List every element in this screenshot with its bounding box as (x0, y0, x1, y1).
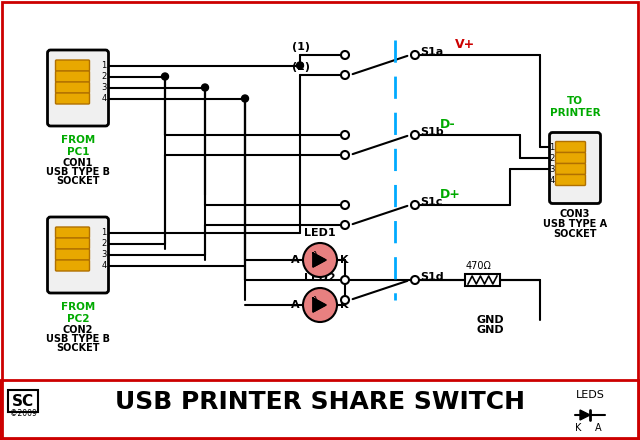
Text: 470Ω: 470Ω (466, 261, 492, 271)
Text: A: A (291, 255, 300, 265)
Text: CON2: CON2 (63, 325, 93, 335)
FancyBboxPatch shape (56, 238, 90, 249)
Text: CON1: CON1 (63, 158, 93, 168)
Text: LEDS: LEDS (575, 390, 604, 400)
Text: K: K (340, 300, 349, 310)
Circle shape (341, 296, 349, 304)
Text: λ: λ (313, 296, 319, 306)
Text: LED1: LED1 (304, 228, 336, 238)
Circle shape (341, 276, 349, 284)
Text: USB TYPE A: USB TYPE A (543, 219, 607, 228)
Text: K: K (340, 255, 349, 265)
Text: λ: λ (313, 251, 319, 261)
Text: SOCKET: SOCKET (56, 343, 100, 353)
Circle shape (241, 95, 248, 102)
FancyBboxPatch shape (47, 217, 109, 293)
Text: 1: 1 (102, 61, 107, 70)
Text: S1a: S1a (420, 47, 444, 57)
Text: 4: 4 (102, 94, 107, 103)
FancyBboxPatch shape (56, 93, 90, 104)
Text: 3: 3 (102, 83, 107, 92)
Circle shape (411, 131, 419, 139)
Text: GND: GND (476, 325, 504, 335)
Text: TO
PRINTER: TO PRINTER (550, 96, 600, 117)
Circle shape (341, 51, 349, 59)
Text: S1b: S1b (420, 127, 444, 137)
FancyBboxPatch shape (56, 249, 90, 260)
Text: S1c: S1c (420, 197, 442, 207)
Text: GND: GND (476, 315, 504, 325)
Text: 4: 4 (102, 261, 107, 270)
Circle shape (161, 73, 168, 80)
Circle shape (303, 288, 337, 322)
Circle shape (341, 131, 349, 139)
Text: S1d: S1d (420, 272, 444, 282)
Polygon shape (313, 298, 326, 312)
FancyBboxPatch shape (56, 82, 90, 93)
Text: 4: 4 (549, 176, 554, 184)
Circle shape (341, 221, 349, 229)
Bar (0, 380, 640, 440)
FancyBboxPatch shape (56, 60, 90, 71)
Circle shape (411, 276, 419, 284)
Text: USB TYPE B: USB TYPE B (46, 334, 110, 344)
Text: 2: 2 (102, 239, 107, 248)
FancyBboxPatch shape (556, 164, 586, 175)
Text: 2: 2 (102, 72, 107, 81)
FancyBboxPatch shape (56, 260, 90, 271)
Text: (1): (1) (292, 42, 310, 52)
Text: 3: 3 (102, 250, 107, 259)
Text: 3: 3 (549, 165, 554, 173)
FancyBboxPatch shape (556, 175, 586, 186)
FancyBboxPatch shape (56, 71, 90, 82)
Text: A: A (291, 300, 300, 310)
Circle shape (296, 62, 303, 69)
Text: 1: 1 (549, 143, 554, 151)
FancyBboxPatch shape (550, 132, 600, 203)
Text: 2: 2 (549, 154, 554, 162)
Circle shape (411, 201, 419, 209)
FancyBboxPatch shape (56, 227, 90, 238)
Circle shape (202, 84, 209, 91)
Text: SOCKET: SOCKET (553, 228, 596, 238)
Text: ©2009: ©2009 (10, 408, 36, 418)
Circle shape (303, 243, 337, 277)
Text: SOCKET: SOCKET (56, 176, 100, 186)
Text: USB PRINTER SHARE SWITCH: USB PRINTER SHARE SWITCH (115, 390, 525, 414)
Text: LED2: LED2 (304, 273, 336, 283)
Text: SC: SC (12, 393, 34, 408)
Bar (8, 390, 38, 412)
FancyBboxPatch shape (47, 50, 109, 126)
Text: FROM
PC2: FROM PC2 (61, 302, 95, 323)
FancyBboxPatch shape (556, 153, 586, 164)
Text: A: A (595, 423, 602, 433)
Text: V+: V+ (455, 38, 476, 51)
Text: FROM
PC1: FROM PC1 (61, 135, 95, 157)
Text: (2): (2) (292, 62, 310, 72)
Text: D-: D- (440, 118, 456, 131)
FancyBboxPatch shape (556, 142, 586, 153)
Polygon shape (580, 410, 590, 420)
Text: CON3: CON3 (560, 209, 590, 219)
Circle shape (341, 201, 349, 209)
Text: K: K (575, 423, 581, 433)
Text: D+: D+ (440, 188, 461, 201)
Text: USB TYPE B: USB TYPE B (46, 167, 110, 177)
Circle shape (341, 71, 349, 79)
Text: 1: 1 (102, 228, 107, 237)
FancyBboxPatch shape (465, 274, 500, 286)
Circle shape (341, 151, 349, 159)
Circle shape (411, 51, 419, 59)
Polygon shape (313, 253, 326, 267)
